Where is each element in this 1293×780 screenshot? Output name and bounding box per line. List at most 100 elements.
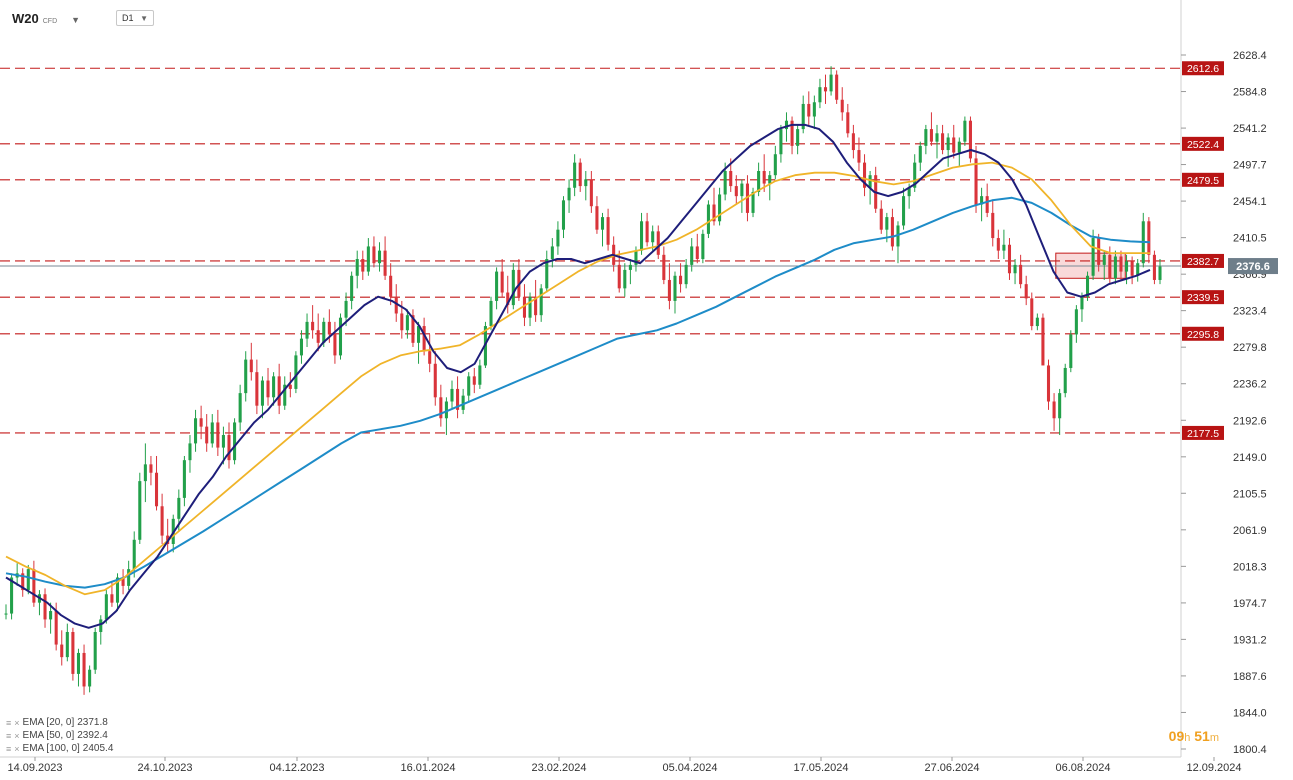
timeframe-selector[interactable]: D1 ▼ [116, 10, 155, 26]
y-tick-label: 1800.4 [1233, 744, 1267, 756]
settings-icon[interactable]: ≡ [6, 743, 12, 754]
timeframe-label: D1 [122, 13, 134, 23]
candle-body [890, 217, 894, 247]
candle-body [489, 300, 493, 327]
ema100-line [5, 196, 1151, 589]
candle-body [366, 246, 370, 272]
candle-body [1052, 401, 1056, 419]
candle-body [439, 397, 443, 419]
candle-body [478, 365, 482, 385]
candle-body [49, 611, 53, 620]
candle-body [578, 162, 582, 187]
candle-body [600, 217, 605, 230]
candle-body [985, 196, 989, 213]
ema-lines [5, 123, 1151, 629]
close-icon[interactable]: × [14, 717, 20, 728]
candle-body [946, 137, 950, 151]
indicator-legend: ≡ × EMA [20, 0] 2371.8 ≡ × EMA [50, 0] 2… [6, 716, 113, 755]
candle-body [405, 315, 409, 331]
candle-body [210, 422, 214, 444]
candle-body [177, 497, 181, 519]
candle-body [344, 300, 348, 318]
candle-body [433, 363, 437, 398]
candle-body [1030, 298, 1034, 327]
candle-body [327, 321, 331, 335]
candle-body [807, 103, 811, 117]
candle-body [929, 129, 933, 142]
candle-body [338, 317, 343, 356]
candle-body [790, 120, 794, 146]
y-tick-label: 2192.6 [1233, 415, 1267, 427]
symbol-name: W20 [12, 10, 39, 26]
level-label: 2177.5 [1187, 428, 1219, 440]
candle-body [757, 171, 761, 192]
candle-body [846, 112, 850, 134]
candle-body [1085, 275, 1090, 297]
candle-body [21, 573, 25, 591]
candle-body [355, 259, 359, 276]
candle-body [160, 506, 164, 536]
x-tick-label: 24.10.2023 [137, 762, 192, 774]
legend-item-ema100: ≡ × EMA [100, 0] 2405.4 [6, 742, 113, 755]
candle-body [194, 418, 198, 444]
candle-body [1046, 365, 1051, 402]
candle-body [288, 384, 292, 389]
candle-body [567, 187, 571, 201]
chevron-down-icon: ▼ [140, 13, 149, 23]
candle-body [1074, 309, 1078, 335]
candle-body [143, 464, 147, 482]
level-labels: 2612.6 2522.4 2479.5 2382.7 2339.5 2295.8 2177… [1182, 61, 1278, 440]
candle-body [1024, 284, 1028, 299]
candle-body [628, 264, 632, 270]
y-tick-label: 1974.7 [1233, 598, 1267, 610]
candle-body [4, 613, 8, 615]
y-tick-label: 2628.4 [1233, 50, 1267, 62]
y-tick-label: 2061.9 [1233, 525, 1267, 537]
candle-body [110, 594, 114, 603]
candle-body [528, 296, 532, 318]
candle-body [99, 619, 103, 632]
candle-body [1080, 296, 1084, 310]
candle-body [656, 231, 660, 255]
y-tick-label: 1887.6 [1233, 671, 1267, 683]
candle-body [706, 204, 710, 234]
settings-icon[interactable]: ≡ [6, 730, 12, 741]
grid [0, 0, 1182, 758]
candle-body [695, 246, 699, 260]
candle-body [740, 183, 744, 197]
candle-body [456, 388, 460, 410]
candle-body [400, 313, 404, 331]
candle-body [1102, 254, 1106, 265]
y-axis: 2628.42584.82541.22497.72454.12410.52366… [1181, 50, 1267, 756]
candle-body [595, 206, 599, 230]
candle-body [868, 175, 872, 188]
candle-body [751, 191, 755, 213]
candle-body [1007, 244, 1012, 274]
ema20-line [5, 123, 1151, 629]
close-icon[interactable]: × [14, 730, 20, 741]
candle-body [673, 275, 677, 301]
x-tick-label: 27.06.2024 [924, 762, 979, 774]
candle-body [82, 652, 86, 687]
close-icon[interactable]: × [14, 743, 20, 754]
candle-body [127, 569, 131, 586]
candle-body [389, 275, 393, 297]
x-axis: 14.09.2023 24.10.2023 04.12.2023 16.01.2024… [7, 757, 1242, 774]
candle-body [522, 296, 526, 318]
candle-body [1158, 266, 1162, 280]
candle-body [60, 644, 64, 658]
candle-body [71, 631, 75, 674]
legend-label: EMA [20, 0] [22, 717, 75, 728]
candle-body [65, 631, 69, 658]
candle-body [745, 183, 749, 213]
symbol-selector[interactable]: W20 CFD ▼ [8, 9, 84, 28]
candle-body [54, 611, 58, 645]
y-tick-label: 2323.4 [1233, 306, 1267, 318]
candle-body [968, 120, 972, 159]
y-tick-label: 2454.1 [1233, 196, 1267, 208]
level-label-bg [1182, 136, 1224, 151]
settings-icon[interactable]: ≡ [6, 717, 12, 728]
y-tick-label: 2105.5 [1233, 488, 1267, 500]
candle-body [238, 393, 242, 423]
